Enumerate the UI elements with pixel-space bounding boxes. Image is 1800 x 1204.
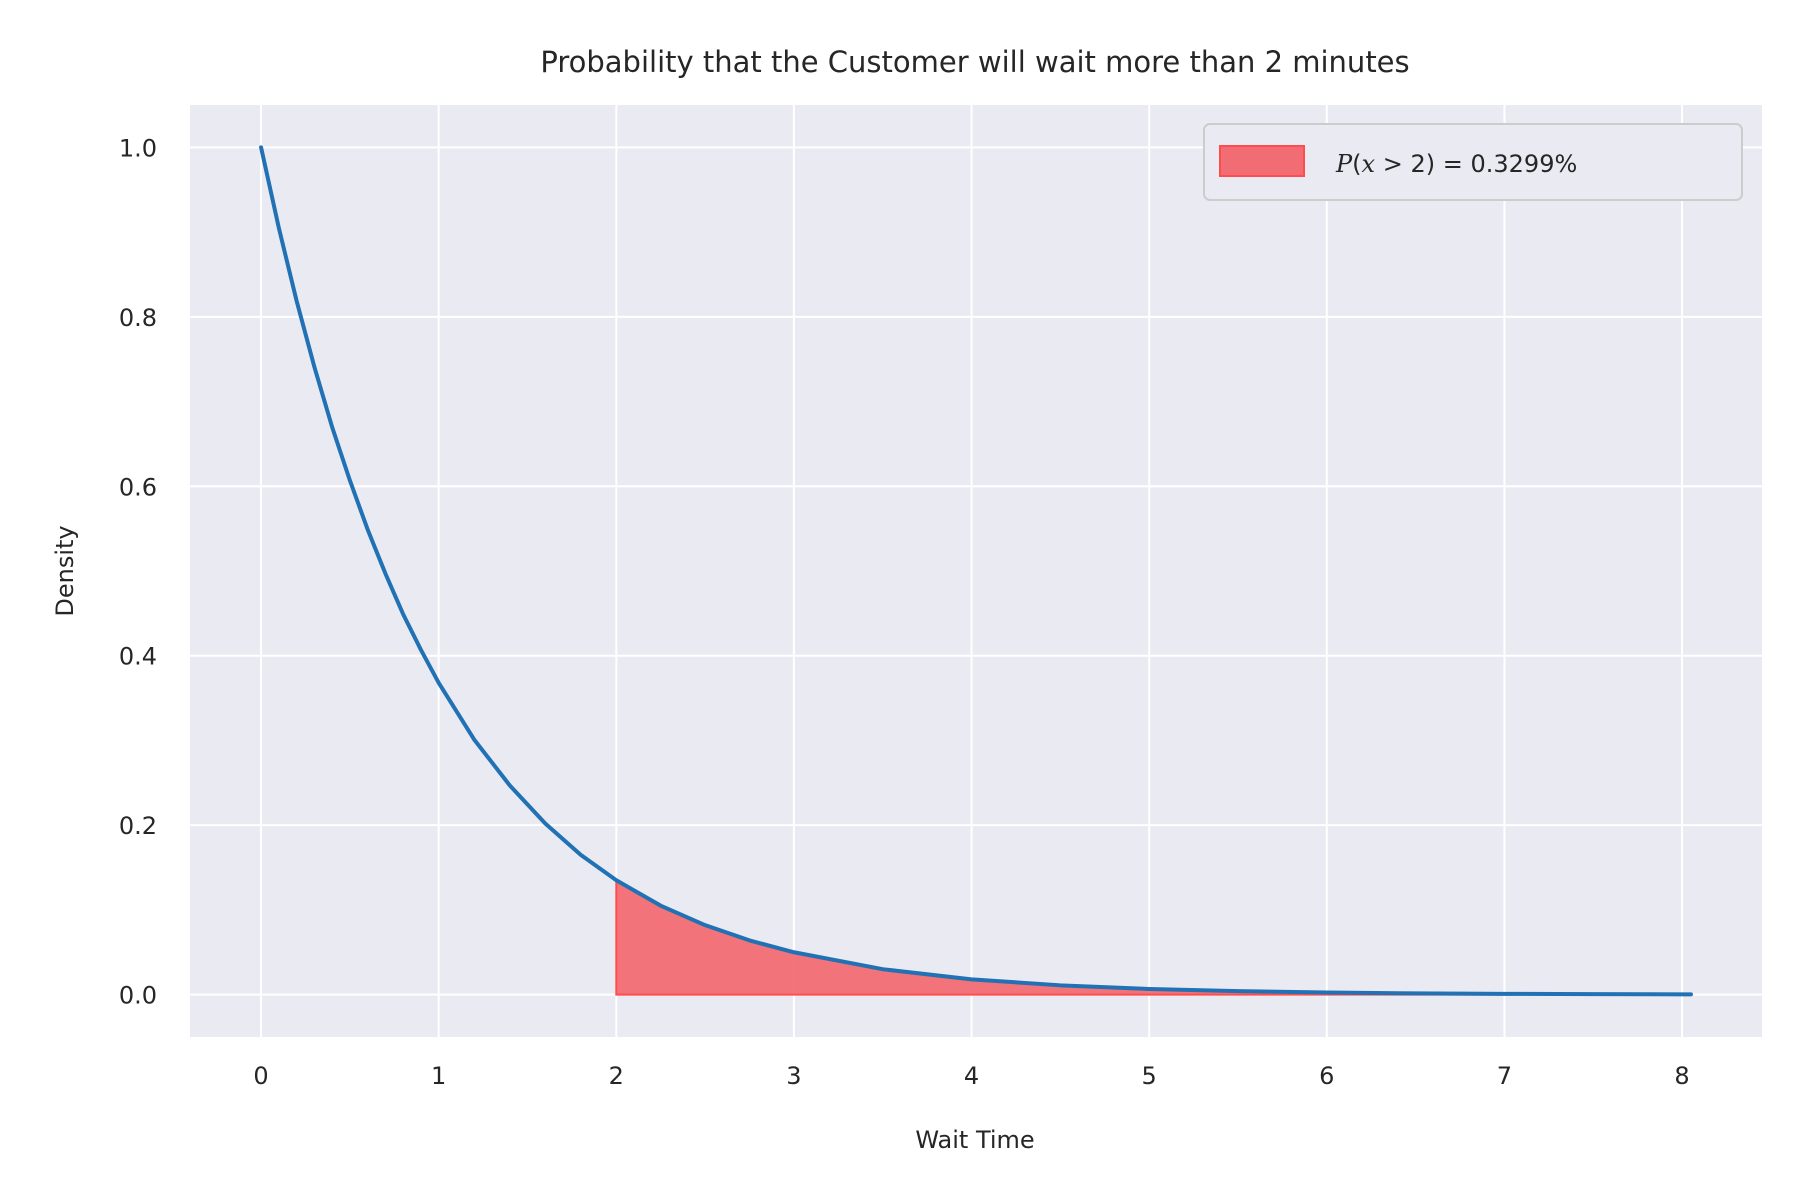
density-curve (259, 145, 1693, 997)
y-tick-label: 0.0 (119, 982, 157, 1010)
legend-var: x (1362, 150, 1376, 178)
line-layer (259, 145, 1693, 997)
x-tick-label: 7 (1497, 1062, 1512, 1090)
y-tick-label: 0.2 (119, 812, 157, 840)
legend-op: > (1375, 150, 1410, 178)
chart-title: Probability that the Customer will wait … (540, 45, 1409, 79)
legend-eq: = (1435, 150, 1470, 178)
tick-layer: 0 1 2 3 4 5 6 7 8 0.0 0.2 0.4 0.6 0.8 1.0 (119, 134, 1690, 1090)
y-tick-label: 1.0 (119, 134, 157, 162)
x-tick-label: 3 (786, 1062, 801, 1090)
legend-prefix: P (1335, 150, 1353, 178)
legend: P(x > 2) = 0.3299% (1203, 123, 1743, 201)
y-tick-label: 0.8 (119, 304, 157, 332)
legend-num: 2 (1410, 150, 1425, 178)
plot-background (190, 105, 1762, 1037)
legend-value: 0.3299% (1470, 150, 1577, 178)
legend-box (1203, 123, 1743, 201)
y-axis-label: Density (51, 525, 79, 616)
y-tick-label: 0.6 (119, 473, 157, 501)
x-tick-label: 0 (253, 1062, 268, 1090)
y-tick-label: 0.4 (119, 643, 157, 671)
legend-open: ( (1352, 150, 1361, 178)
legend-label: P(x > 2) = 0.3299% (1335, 150, 1577, 178)
x-tick-label: 4 (964, 1062, 979, 1090)
x-tick-label: 8 (1674, 1062, 1689, 1090)
x-tick-label: 1 (431, 1062, 446, 1090)
x-axis-label: Wait Time (915, 1126, 1034, 1154)
legend-close: ) (1426, 150, 1435, 178)
x-tick-label: 2 (609, 1062, 624, 1090)
x-tick-label: 5 (1142, 1062, 1157, 1090)
x-tick-label: 6 (1319, 1062, 1334, 1090)
legend-swatch (1219, 145, 1305, 177)
